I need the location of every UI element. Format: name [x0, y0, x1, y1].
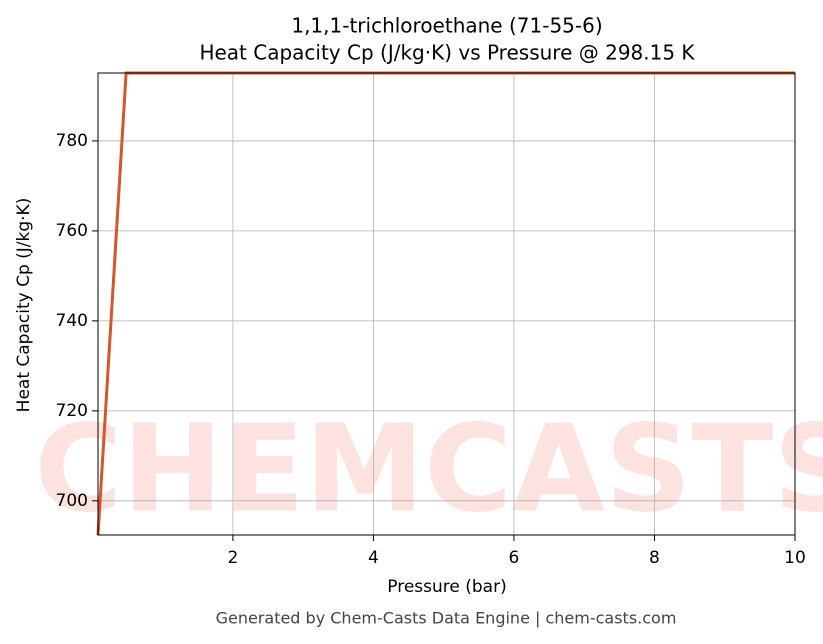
y-tick-label: 720	[56, 401, 88, 421]
x-tick-label: 2	[227, 548, 238, 568]
plot-frame	[97, 72, 796, 536]
watermark: CHEMCASTS	[34, 401, 823, 540]
y-tick-label: 740	[56, 311, 88, 331]
footer: Generated by Chem-Casts Data Engine | ch…	[216, 609, 677, 628]
y-tick-label: 780	[56, 131, 88, 151]
x-tick-label: 6	[509, 548, 520, 568]
x-tick-label: 10	[784, 548, 806, 568]
x-tick-label: 4	[368, 548, 379, 568]
y-axis-label: Heat Capacity Cp (J/kg·K)	[14, 198, 34, 413]
chart-title: 1,1,1-trichloroethane (71-55-6)	[291, 14, 602, 38]
x-axis-label: Pressure (bar)	[387, 577, 506, 597]
y-tick-label: 760	[56, 221, 88, 241]
y-tick-label: 700	[56, 491, 88, 511]
chart-subtitle: Heat Capacity Cp (J/kg·K) vs Pressure @ …	[199, 41, 695, 65]
x-tick-label: 8	[649, 548, 660, 568]
